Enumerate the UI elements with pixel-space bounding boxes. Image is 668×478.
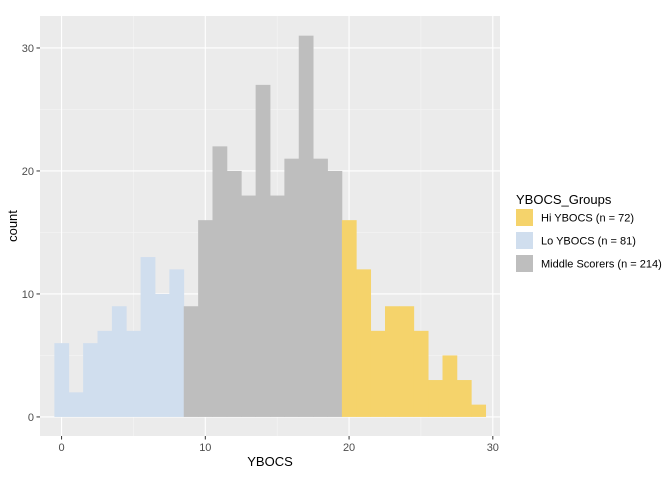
- histogram-bar: [370, 330, 386, 417]
- x-tick-label: 10: [199, 442, 211, 454]
- histogram-bar: [83, 343, 98, 417]
- legend-key: [516, 232, 533, 249]
- y-tick-label: 20: [22, 166, 34, 178]
- histogram-bar: [198, 220, 213, 417]
- histogram-bar: [428, 380, 443, 417]
- histogram-bar: [313, 158, 328, 417]
- histogram-bar: [226, 170, 242, 417]
- histogram-bar: [183, 306, 199, 417]
- y-tick-label: 0: [28, 412, 34, 424]
- bars: [54, 35, 487, 417]
- histogram-bar: [442, 355, 458, 417]
- histogram-bar: [284, 158, 300, 417]
- histogram-bar: [456, 380, 472, 417]
- y-axis-title: count: [5, 210, 20, 242]
- legend-key: [516, 255, 533, 272]
- legend-key: [516, 209, 533, 226]
- histogram-bar: [155, 293, 170, 417]
- histogram-bar: [413, 330, 429, 417]
- legend-label: Hi YBOCS (n = 72): [541, 213, 634, 225]
- legend-title: YBOCS_Groups: [516, 192, 612, 207]
- histogram-bar: [169, 269, 185, 417]
- legend: YBOCS_Groups Hi YBOCS (n = 72) Lo YBOCS (…: [516, 192, 662, 272]
- histogram-bar: [255, 84, 271, 417]
- x-tick-label: 0: [59, 442, 65, 454]
- histogram-bar: [385, 306, 400, 417]
- x-tick-label: 30: [487, 442, 499, 454]
- histogram-bar: [54, 343, 70, 417]
- histogram-bar: [298, 35, 314, 417]
- histogram-bar: [68, 392, 84, 417]
- histogram-bar: [471, 404, 487, 417]
- histogram-bar: [327, 170, 343, 417]
- x-axis-title: YBOCS: [247, 454, 293, 469]
- histogram-bar: [341, 220, 357, 417]
- x-axis: 0 10 20 30: [59, 436, 499, 454]
- x-tick-label: 20: [343, 442, 355, 454]
- histogram-bar: [241, 195, 257, 417]
- y-tick-label: 30: [22, 43, 34, 55]
- histogram-bar: [212, 146, 228, 417]
- y-axis: 0 10 20 30: [22, 43, 40, 424]
- y-tick-label: 10: [22, 289, 34, 301]
- histogram-bar: [126, 330, 142, 417]
- histogram-bar: [399, 306, 415, 417]
- legend-label: Lo YBOCS (n = 81): [541, 236, 636, 248]
- histogram-bar: [97, 330, 113, 417]
- histogram-bar: [270, 195, 285, 417]
- histogram-bar: [356, 269, 372, 417]
- histogram-bar: [140, 257, 156, 417]
- histogram-bar: [111, 306, 127, 417]
- legend-label: Middle Scorers (n = 214): [541, 259, 662, 271]
